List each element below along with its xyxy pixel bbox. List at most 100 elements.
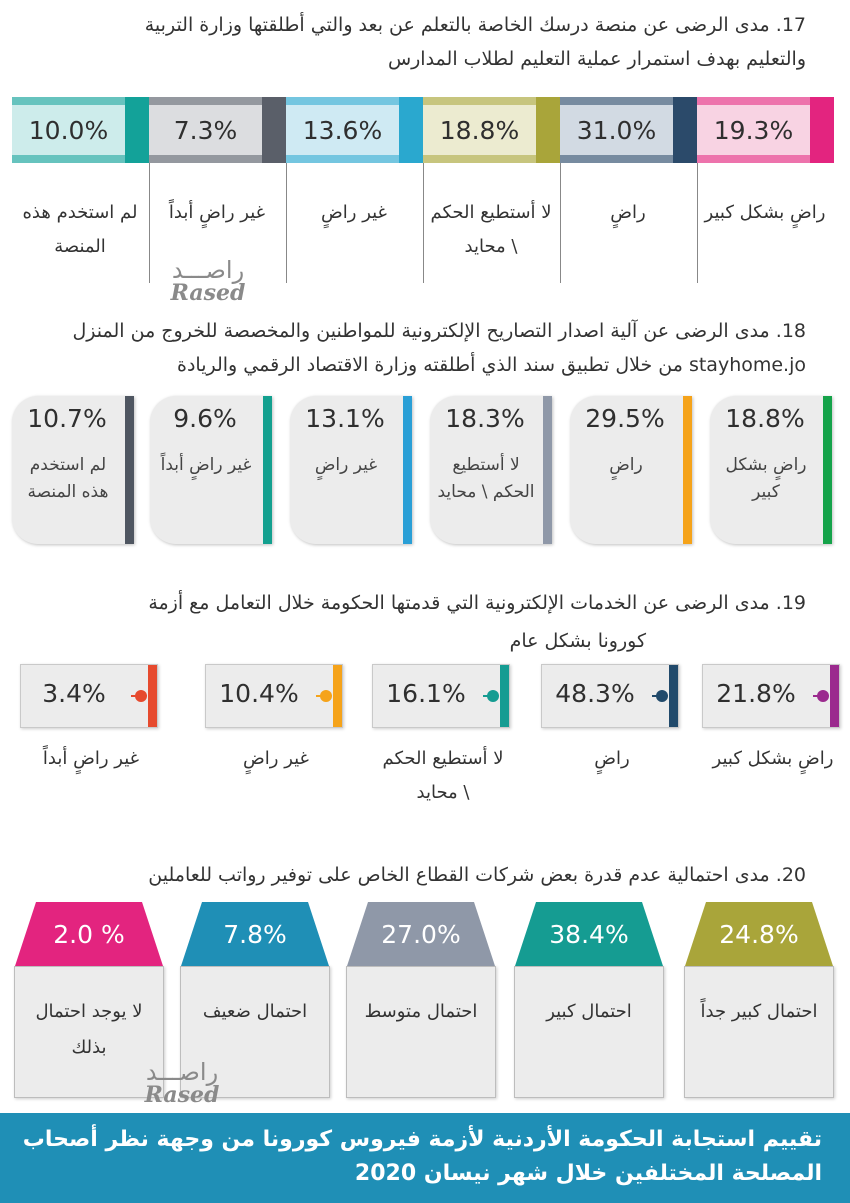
q18-card: 13.1% غير راضٍ: [290, 396, 412, 544]
q20-card: [514, 966, 664, 1098]
q18-label: راضٍ بشكل كبير: [725, 455, 807, 502]
q17-segment-stripe: [12, 97, 149, 105]
q20-header-shape: [347, 902, 495, 966]
q19-box-accent: [500, 665, 509, 727]
q17-segment-tab: [262, 97, 286, 163]
q20-header-shape: [181, 902, 329, 966]
q17-separator: [286, 163, 287, 283]
q17-segment: 19.3%: [697, 97, 834, 163]
q20-value: 24.8%: [719, 920, 799, 949]
q20-label: احتمال متوسط: [364, 1001, 478, 1022]
footer-banner: تقييم استجابة الحكومة الأردنية لأزمة فير…: [0, 1113, 850, 1203]
q20-label: لا يوجد احتمال بذلك: [35, 1001, 143, 1058]
q17-segmented-bar: 19.3% 31.0% 18.8% 13.6% 7.3% 10.0%: [12, 97, 834, 163]
q19-knob: [656, 690, 668, 702]
q18-card: 10.7% لم استخدم هذه المنصة: [12, 396, 134, 544]
q20-header: [346, 900, 496, 966]
watermark-arabic: راصـــد: [171, 256, 245, 284]
q17-segment-stripe: [697, 97, 834, 105]
q20-value: 27.0%: [381, 920, 461, 949]
q19-box: 3.4%: [20, 664, 158, 728]
q19-title: 19. مدى الرضى عن الخدمات الإلكترونية الت…: [30, 586, 806, 658]
q17-segment: 13.6%: [286, 97, 423, 163]
q18-label: غير راضٍ: [314, 455, 378, 475]
q18-card-accent: [543, 396, 552, 544]
q17-segment-fill: [560, 97, 673, 163]
q19-label: غير راضٍ أبداً: [42, 748, 140, 769]
q20-label: احتمال كبير جداً: [700, 1001, 818, 1022]
q19-title-line: كورونا بشكل عام: [509, 630, 646, 652]
q18-label: غير راضٍ أبداً: [160, 455, 252, 475]
q19-box: 21.8%: [702, 664, 840, 728]
q17-separator: [560, 163, 561, 283]
q17-value: 13.6%: [302, 115, 383, 145]
q17-label: لا أستطيع الحكم \ محايد: [430, 202, 552, 257]
q19-knob: [817, 690, 829, 702]
q18-title: 18. مدى الرضى عن آلية اصدار التصاريح الإ…: [30, 314, 807, 382]
q20-value: 38.4%: [549, 920, 629, 949]
q19-label: راضٍ: [594, 748, 630, 769]
q17-segment-stripe: [149, 155, 286, 163]
q20-trapezoid: [347, 902, 495, 966]
q19-label: لا أستطيع الحكم \ محايد: [382, 748, 504, 803]
q18-card-accent: [263, 396, 272, 544]
q20-column: 38.4% احتمال كبير: [514, 900, 664, 1098]
q17-title-line: 17. مدى الرضى عن منصة درسك الخاصة بالتعل…: [144, 14, 806, 36]
q19-box: 48.3%: [541, 664, 679, 728]
q20-column: 24.8% احتمال كبير جداً: [684, 900, 834, 1098]
q17-value: 31.0%: [576, 115, 657, 145]
q19-knob: [487, 690, 499, 702]
q19-knob: [320, 690, 332, 702]
q20-column: 27.0% احتمال متوسط: [346, 900, 496, 1098]
q18-title-line: 18. مدى الرضى عن آلية اصدار التصاريح الإ…: [72, 320, 807, 342]
q17-value: 10.0%: [28, 115, 109, 145]
q20-header: [514, 900, 664, 966]
q17-label: لم استخدم هذه المنصة: [22, 202, 138, 257]
q20-label: احتمال كبير: [546, 1001, 632, 1022]
q17-separator: [697, 163, 698, 283]
q20-title-line: 20. مدى احتمالية عدم قدرة بعض شركات القط…: [148, 864, 806, 886]
q20-title: 20. مدى احتمالية عدم قدرة بعض شركات القط…: [30, 858, 806, 892]
q20-card: [180, 966, 330, 1098]
q17-label: غير راضٍ: [321, 202, 387, 223]
q20-header-shape: [685, 902, 833, 966]
q17-segment-stripe: [560, 97, 697, 105]
q20-trapezoid: [15, 902, 163, 966]
q17-segment-fill: [697, 97, 810, 163]
q18-card: 18.8% راضٍ بشكل كبير: [710, 396, 832, 544]
q17-value: 7.3%: [173, 115, 238, 145]
q18-value: 18.3%: [445, 404, 525, 433]
q17-segment-stripe: [286, 155, 423, 163]
q19-knob: [135, 690, 147, 702]
q18-title-line: stayhome.jo من خلال تطبيق سند الذي أطلقت…: [176, 354, 806, 376]
watermark: راصـــد Rased: [132, 1058, 232, 1108]
q19-value: 16.1%: [386, 679, 466, 708]
q20-header: [14, 900, 164, 966]
q17-segment-fill: [423, 97, 536, 163]
footer-title-line: تقييم استجابة الحكومة الأردنية لأزمة فير…: [22, 1127, 822, 1152]
q20-trapezoid: [181, 902, 329, 966]
q17-segment-fill: [149, 97, 262, 163]
q20-card: [346, 966, 496, 1098]
q19-box-accent: [669, 665, 678, 727]
q17-segment: 10.0%: [12, 97, 149, 163]
q20-header-shape: [15, 902, 163, 966]
q17-segment-fill: [12, 97, 125, 163]
q19-value: 48.3%: [555, 679, 635, 708]
q20-column: 7.8% احتمال ضعيف: [180, 900, 330, 1098]
q17-segment-tab: [536, 97, 560, 163]
q18-label: لا أستطيع الحكم \ محايد: [437, 455, 535, 502]
q17-segment-stripe: [697, 155, 834, 163]
q18-card: 9.6% غير راضٍ أبداً: [150, 396, 272, 544]
q20-trapezoid: [515, 902, 663, 966]
q18-label: لم استخدم هذه المنصة: [27, 455, 109, 502]
q18-value: 18.8%: [725, 404, 805, 433]
q17-label: غير راضٍ أبداً: [168, 202, 266, 223]
q20-header: [684, 900, 834, 966]
watermark-latin: Rased: [144, 1082, 220, 1108]
q17-segment-stripe: [149, 97, 286, 105]
q20-value: 2.0 %: [53, 920, 125, 949]
q18-card: 18.3% لا أستطيع الحكم \ محايد: [430, 396, 552, 544]
q20-value: 7.8%: [223, 920, 287, 949]
q17-label: راضٍ: [610, 202, 646, 223]
